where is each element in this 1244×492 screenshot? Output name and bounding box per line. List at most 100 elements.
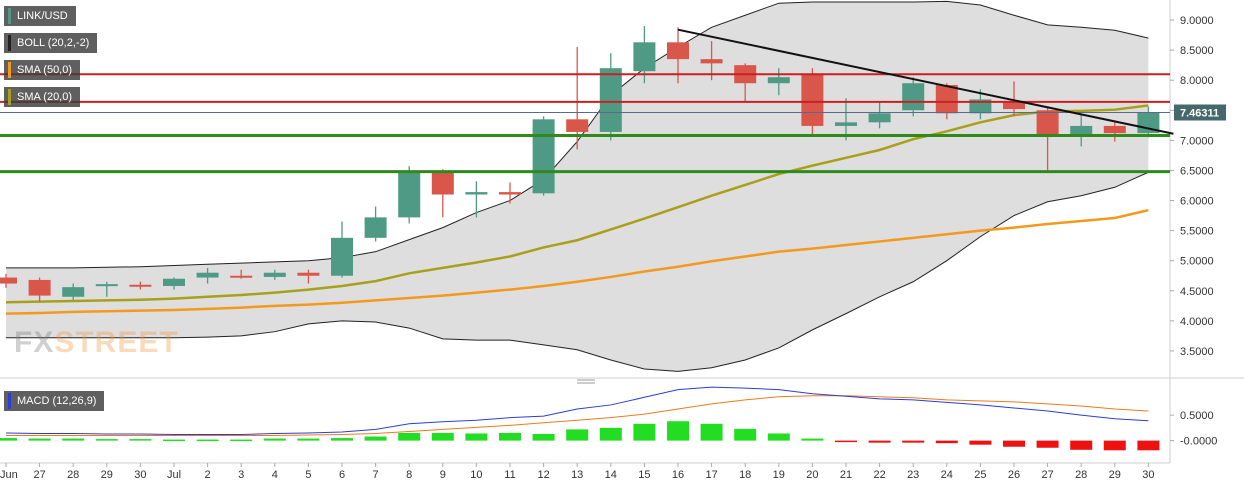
candle-up	[465, 192, 488, 195]
x-tick-label: 16	[672, 469, 684, 481]
x-tick-label: 2	[205, 469, 211, 481]
x-tick-label: 27	[33, 469, 45, 481]
legend-sma20-label: SMA (20,0)	[17, 91, 73, 103]
macd-bar-positive	[163, 439, 185, 442]
candle-down	[1103, 125, 1126, 134]
y-tick-label: 3.5000	[1180, 346, 1214, 358]
x-tick-label: 19	[773, 469, 785, 481]
candle-down	[28, 279, 51, 296]
x-tick-label: 21	[840, 469, 852, 481]
macd-bar-positive	[734, 428, 757, 441]
macd-bar-positive	[532, 433, 555, 441]
legend-macd[interactable]: MACD (12,26,9)	[4, 391, 105, 411]
legend-swatch	[8, 89, 11, 105]
y-tick-label: 6.0000	[1180, 196, 1214, 208]
macd-bar-negative	[835, 440, 857, 443]
macd-bar-positive	[95, 439, 118, 441]
y-tick-label: 4.5000	[1180, 286, 1214, 298]
x-tick-label: 7	[373, 469, 379, 481]
x-tick-label: 12	[537, 469, 549, 481]
candle-down	[0, 277, 17, 284]
legend-boll[interactable]: BOLL (20,2,-2)	[4, 33, 98, 53]
x-tick-label: 11	[504, 469, 515, 481]
x-tick-label: 23	[907, 469, 919, 481]
candle-down	[667, 42, 689, 60]
candle-down	[431, 171, 454, 195]
candle-up	[835, 122, 857, 126]
candle-up	[767, 77, 790, 84]
price-axis: 9.00008.50008.00007.50007.00006.50006.00…	[1170, 15, 1226, 358]
x-tick-label: 24	[941, 469, 953, 481]
legend-sma50-label: SMA (50,0)	[17, 64, 73, 76]
candle-down	[297, 272, 320, 276]
x-tick-label: 15	[638, 469, 650, 481]
candle-up	[1070, 125, 1093, 135]
x-tick-label: 17	[705, 469, 717, 481]
macd-bar-positive	[0, 438, 17, 441]
candle-down	[1003, 101, 1025, 110]
y-tick-label: 6.5000	[1180, 165, 1214, 177]
candle-down	[801, 74, 824, 126]
legend-pair[interactable]: LINK/USD	[4, 6, 76, 26]
candle-up	[398, 171, 421, 218]
legend-macd-label: MACD (12,26,9)	[17, 395, 97, 407]
macd-y-tick-label: -0.0000	[1180, 436, 1217, 448]
x-tick-label: 10	[470, 469, 482, 481]
y-tick-label: 5.0000	[1180, 256, 1214, 268]
macd-bar-negative	[1003, 440, 1025, 447]
macd-bar-positive	[700, 423, 723, 441]
macd-bar-positive	[196, 439, 219, 442]
macd-bar-positive	[129, 439, 152, 441]
bollinger-fill	[6, 1, 1149, 372]
x-tick-label: 5	[305, 469, 311, 481]
candle-down	[129, 284, 152, 287]
macd-bar-positive	[599, 427, 622, 441]
legend-sma50[interactable]: SMA (50,0)	[4, 60, 81, 80]
macd-bar-positive	[767, 433, 790, 441]
downward-trendline	[677, 28, 1174, 135]
level-lines	[0, 28, 1174, 174]
bollinger-band	[6, 1, 1149, 372]
candle-down	[499, 192, 521, 195]
macd-line	[5, 386, 1149, 435]
y-tick-label: 4.0000	[1180, 316, 1214, 328]
macd-bar-positive	[465, 433, 488, 441]
macd-bar-negative	[1103, 440, 1126, 451]
candle-up	[969, 99, 992, 114]
time-axis: Jun 27 28 29 30 Jul 2 3 4 5 6 7 8 9 10 11 12 13 14 15 16 17 18…	[0, 463, 1155, 481]
macd-bar-negative	[935, 440, 958, 444]
x-tick-label: 4	[272, 469, 278, 481]
legend-pair-label: LINK/USD	[17, 10, 68, 22]
y-tick-label: 9.0000	[1180, 15, 1214, 27]
candle-up	[364, 217, 387, 238]
y-tick-label: 7.0000	[1180, 135, 1214, 147]
main-grid	[0, 0, 1244, 464]
macd-bar-positive	[62, 438, 85, 441]
macd-bar-positive	[230, 439, 253, 442]
x-tick-label: 14	[605, 469, 617, 481]
macd-bar-negative	[1070, 440, 1093, 450]
candle-up	[163, 278, 185, 286]
x-tick-label: 9	[440, 469, 446, 481]
candle-up	[263, 272, 286, 277]
sma-50-line	[5, 208, 1149, 315]
x-tick-label: 13	[571, 469, 583, 481]
macd-signal-line	[6, 395, 1149, 437]
last-price-label: 7.46311	[1180, 108, 1219, 120]
fxstreet-logo: FXSTREET	[14, 326, 179, 359]
x-tick-label: Jul	[167, 469, 181, 481]
macd-bar-positive	[801, 438, 824, 441]
candles	[0, 26, 1160, 302]
x-tick-label: Jun	[0, 469, 18, 481]
macd-bar-positive	[398, 432, 421, 441]
macd-y-tick-label: 0.5000	[1180, 410, 1214, 422]
legend-boll-label: BOLL (20,2,-2)	[17, 37, 90, 49]
x-tick-label: 28	[1075, 469, 1087, 481]
macd-bar-positive	[331, 438, 353, 441]
x-tick-label: 8	[406, 469, 412, 481]
candle-down	[700, 59, 723, 64]
legend-sma20[interactable]: SMA (20,0)	[4, 87, 81, 107]
x-tick-label: 30	[134, 469, 146, 481]
